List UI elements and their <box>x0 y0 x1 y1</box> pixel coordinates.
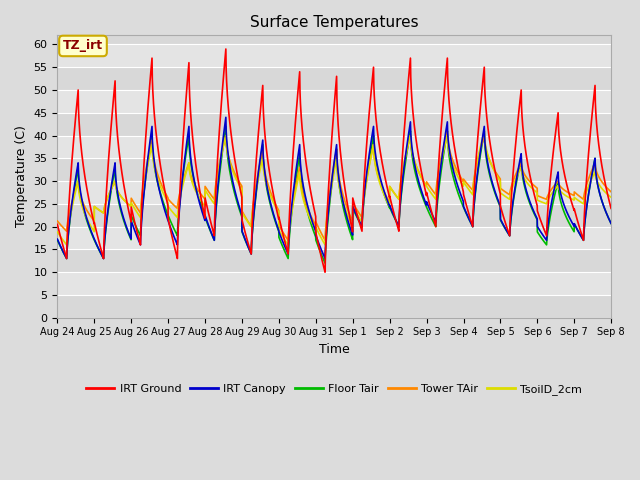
X-axis label: Time: Time <box>319 343 349 356</box>
Bar <box>58 272 611 295</box>
Bar <box>58 227 611 250</box>
Bar <box>58 204 611 227</box>
Bar <box>58 135 611 158</box>
Bar <box>58 45 611 67</box>
Bar <box>58 90 611 113</box>
Bar <box>58 158 611 181</box>
Bar <box>58 250 611 272</box>
Bar <box>58 295 611 318</box>
Bar <box>58 113 611 135</box>
Y-axis label: Temperature (C): Temperature (C) <box>15 126 28 228</box>
Bar <box>58 22 611 45</box>
Text: TZ_irt: TZ_irt <box>63 39 103 52</box>
Title: Surface Temperatures: Surface Temperatures <box>250 15 419 30</box>
Bar <box>58 67 611 90</box>
Bar <box>58 181 611 204</box>
Legend: IRT Ground, IRT Canopy, Floor Tair, Tower TAir, TsoilD_2cm: IRT Ground, IRT Canopy, Floor Tair, Towe… <box>82 380 587 399</box>
